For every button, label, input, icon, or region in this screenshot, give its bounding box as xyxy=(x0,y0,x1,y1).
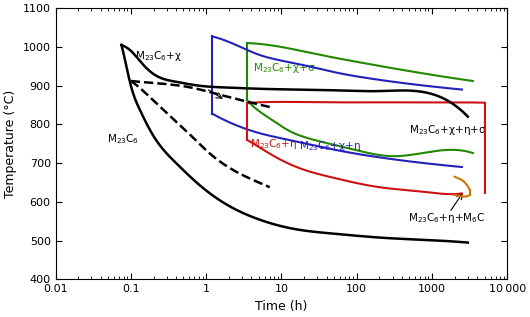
Text: M$_{23}$C$_6$+χ+σ: M$_{23}$C$_6$+χ+σ xyxy=(253,61,316,75)
Text: M$_{23}$C$_6$+χ: M$_{23}$C$_6$+χ xyxy=(136,49,183,63)
Y-axis label: Temperature (°C): Temperature (°C) xyxy=(4,90,17,198)
Text: M$_{23}$C$_6$+η: M$_{23}$C$_6$+η xyxy=(250,137,297,151)
Text: M$_{23}$C$_6$+χ+η: M$_{23}$C$_6$+χ+η xyxy=(299,139,361,153)
Text: M$_{23}$C$_6$: M$_{23}$C$_6$ xyxy=(107,132,139,146)
Text: M$_{23}$C$_6$+η+M$_6$C: M$_{23}$C$_6$+η+M$_6$C xyxy=(408,210,485,224)
Text: M$_{23}$C$_6$+χ+η+σ: M$_{23}$C$_6$+χ+η+σ xyxy=(409,123,487,137)
X-axis label: Time (h): Time (h) xyxy=(255,300,307,313)
